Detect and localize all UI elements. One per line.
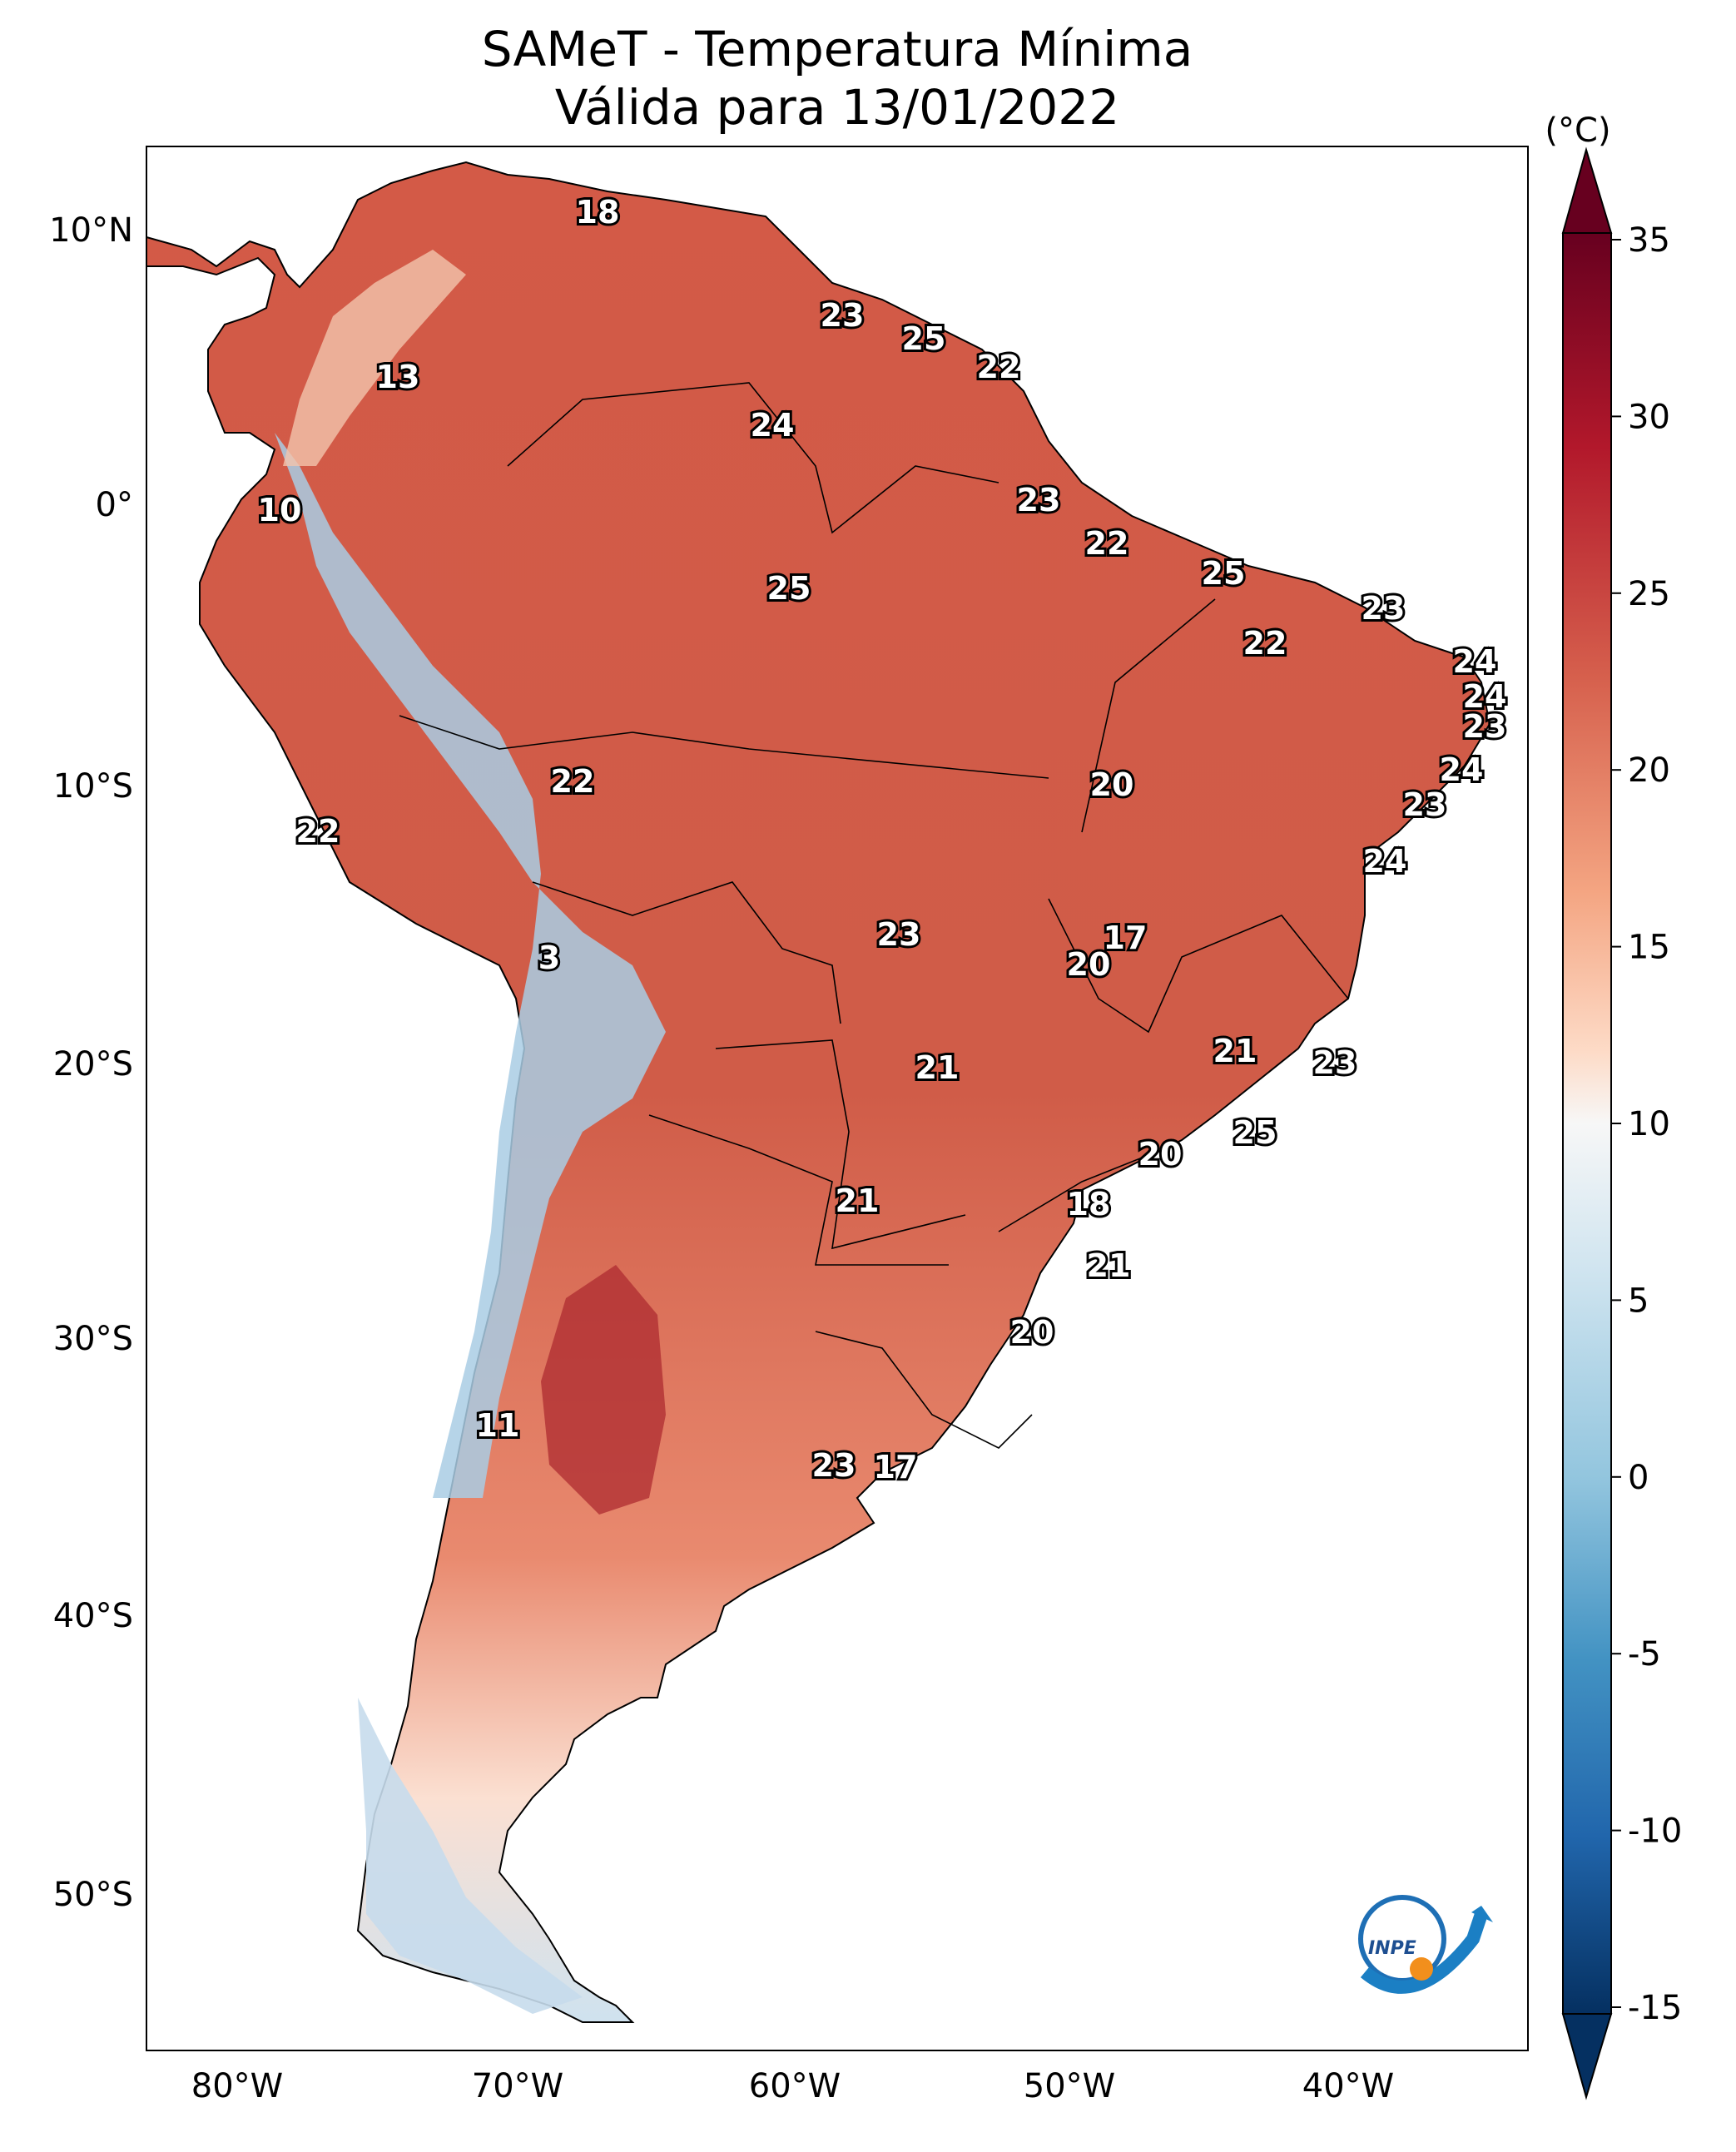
station-value: 24 bbox=[1463, 678, 1507, 715]
station-value: 25 bbox=[1202, 555, 1246, 592]
station-value: 23 bbox=[1017, 482, 1061, 518]
station-value: 23 bbox=[1403, 786, 1447, 823]
colorbar-tick-label: -10 bbox=[1628, 1812, 1682, 1851]
colorbar-top-arrow bbox=[1561, 146, 1613, 234]
station-value: 17 bbox=[1104, 920, 1148, 956]
station-value: 22 bbox=[1085, 525, 1129, 562]
map-title: SAMeT - Temperatura Mínima Válida para 1… bbox=[146, 20, 1528, 136]
station-value: 17 bbox=[874, 1449, 918, 1485]
station-value: 22 bbox=[1243, 625, 1287, 662]
station-value: 13 bbox=[376, 359, 420, 395]
station-value: 23 bbox=[1362, 590, 1406, 627]
station-value: 11 bbox=[476, 1407, 520, 1444]
south-america-landmass bbox=[146, 161, 1491, 2023]
colorbar-tick-label: -5 bbox=[1628, 1635, 1661, 1674]
lat-label: 30°S bbox=[53, 1320, 133, 1358]
station-value: 3 bbox=[538, 940, 560, 976]
station-value: 21 bbox=[1213, 1033, 1257, 1069]
station-value: 25 bbox=[767, 570, 811, 607]
colorbar-tick-label: 0 bbox=[1628, 1459, 1649, 1497]
colorbar-tick-label: 5 bbox=[1628, 1282, 1649, 1320]
station-value: 22 bbox=[551, 763, 595, 800]
colorbar-ticks: 35 30 25 20 15 10 5 0 -5 -10 -15 bbox=[1611, 221, 1682, 2027]
station-value: 21 bbox=[836, 1183, 880, 1219]
colorbar-tick-label: -15 bbox=[1628, 1989, 1682, 2027]
lon-label: 60°W bbox=[749, 2067, 841, 2105]
lon-label: 70°W bbox=[472, 2067, 563, 2105]
station-value: 23 bbox=[1463, 708, 1507, 745]
station-value: 22 bbox=[977, 349, 1021, 385]
station-value: 23 bbox=[877, 916, 921, 953]
colorbar-tick-label: 30 bbox=[1628, 398, 1670, 436]
title-line-2: Válida para 13/01/2022 bbox=[554, 79, 1120, 136]
country-borders bbox=[399, 382, 1349, 1449]
colorbar-unit: (°C) bbox=[1545, 112, 1610, 150]
lat-label: 50°S bbox=[53, 1876, 133, 1914]
colorbar-gradient bbox=[1562, 232, 1612, 2015]
station-value: 24 bbox=[1363, 843, 1407, 880]
station-values: 18 23 25 22 13 24 10 23 22 25 25 23 22 2… bbox=[255, 191, 1510, 1488]
lat-label: 10°S bbox=[53, 767, 133, 806]
station-value: 18 bbox=[576, 194, 620, 231]
station-value: 20 bbox=[1138, 1136, 1183, 1173]
station-value: 25 bbox=[902, 320, 946, 357]
colorbar-tick-label: 25 bbox=[1628, 575, 1670, 613]
latitude-axis: 10°N 0° 10°S 20°S 30°S 40°S 50°S bbox=[49, 211, 133, 1914]
inpe-logo: INPE bbox=[1358, 1895, 1493, 1994]
lat-label: 40°S bbox=[53, 1597, 133, 1635]
longitude-axis: 80°W 70°W 60°W 50°W 40°W bbox=[191, 2067, 1394, 2105]
station-value: 20 bbox=[1090, 766, 1134, 803]
station-value: 21 bbox=[1087, 1247, 1131, 1284]
station-value: 23 bbox=[812, 1447, 856, 1484]
logo-text: INPE bbox=[1368, 1938, 1416, 1959]
station-value: 22 bbox=[296, 813, 340, 850]
colorbar-tick-label: 35 bbox=[1628, 221, 1670, 260]
lon-label: 40°W bbox=[1302, 2067, 1394, 2105]
colorbar: (°C) bbox=[1545, 112, 1613, 2100]
station-value: 20 bbox=[1067, 946, 1111, 983]
station-value: 10 bbox=[258, 492, 302, 528]
title-line-1: SAMeT - Temperatura Mínima bbox=[481, 21, 1193, 77]
colorbar-tick-label: 20 bbox=[1628, 751, 1670, 790]
colorbar-bottom-arrow bbox=[1561, 2013, 1613, 2100]
lat-label: 20°S bbox=[53, 1045, 133, 1083]
station-value: 24 bbox=[751, 407, 795, 444]
station-value: 24 bbox=[1440, 751, 1484, 788]
lon-label: 50°W bbox=[1024, 2067, 1115, 2105]
station-value: 20 bbox=[1010, 1314, 1054, 1351]
colorbar-tick-label: 15 bbox=[1628, 929, 1670, 967]
lat-label: 0° bbox=[96, 486, 133, 524]
lat-label: 10°N bbox=[49, 211, 133, 250]
station-value: 21 bbox=[915, 1049, 960, 1086]
station-value: 23 bbox=[1313, 1044, 1357, 1081]
station-value: 24 bbox=[1453, 643, 1497, 680]
station-value: 23 bbox=[821, 297, 865, 334]
lon-label: 80°W bbox=[191, 2067, 283, 2105]
station-value: 25 bbox=[1233, 1114, 1277, 1151]
station-value: 18 bbox=[1067, 1186, 1111, 1222]
colorbar-tick-label: 10 bbox=[1628, 1105, 1670, 1143]
